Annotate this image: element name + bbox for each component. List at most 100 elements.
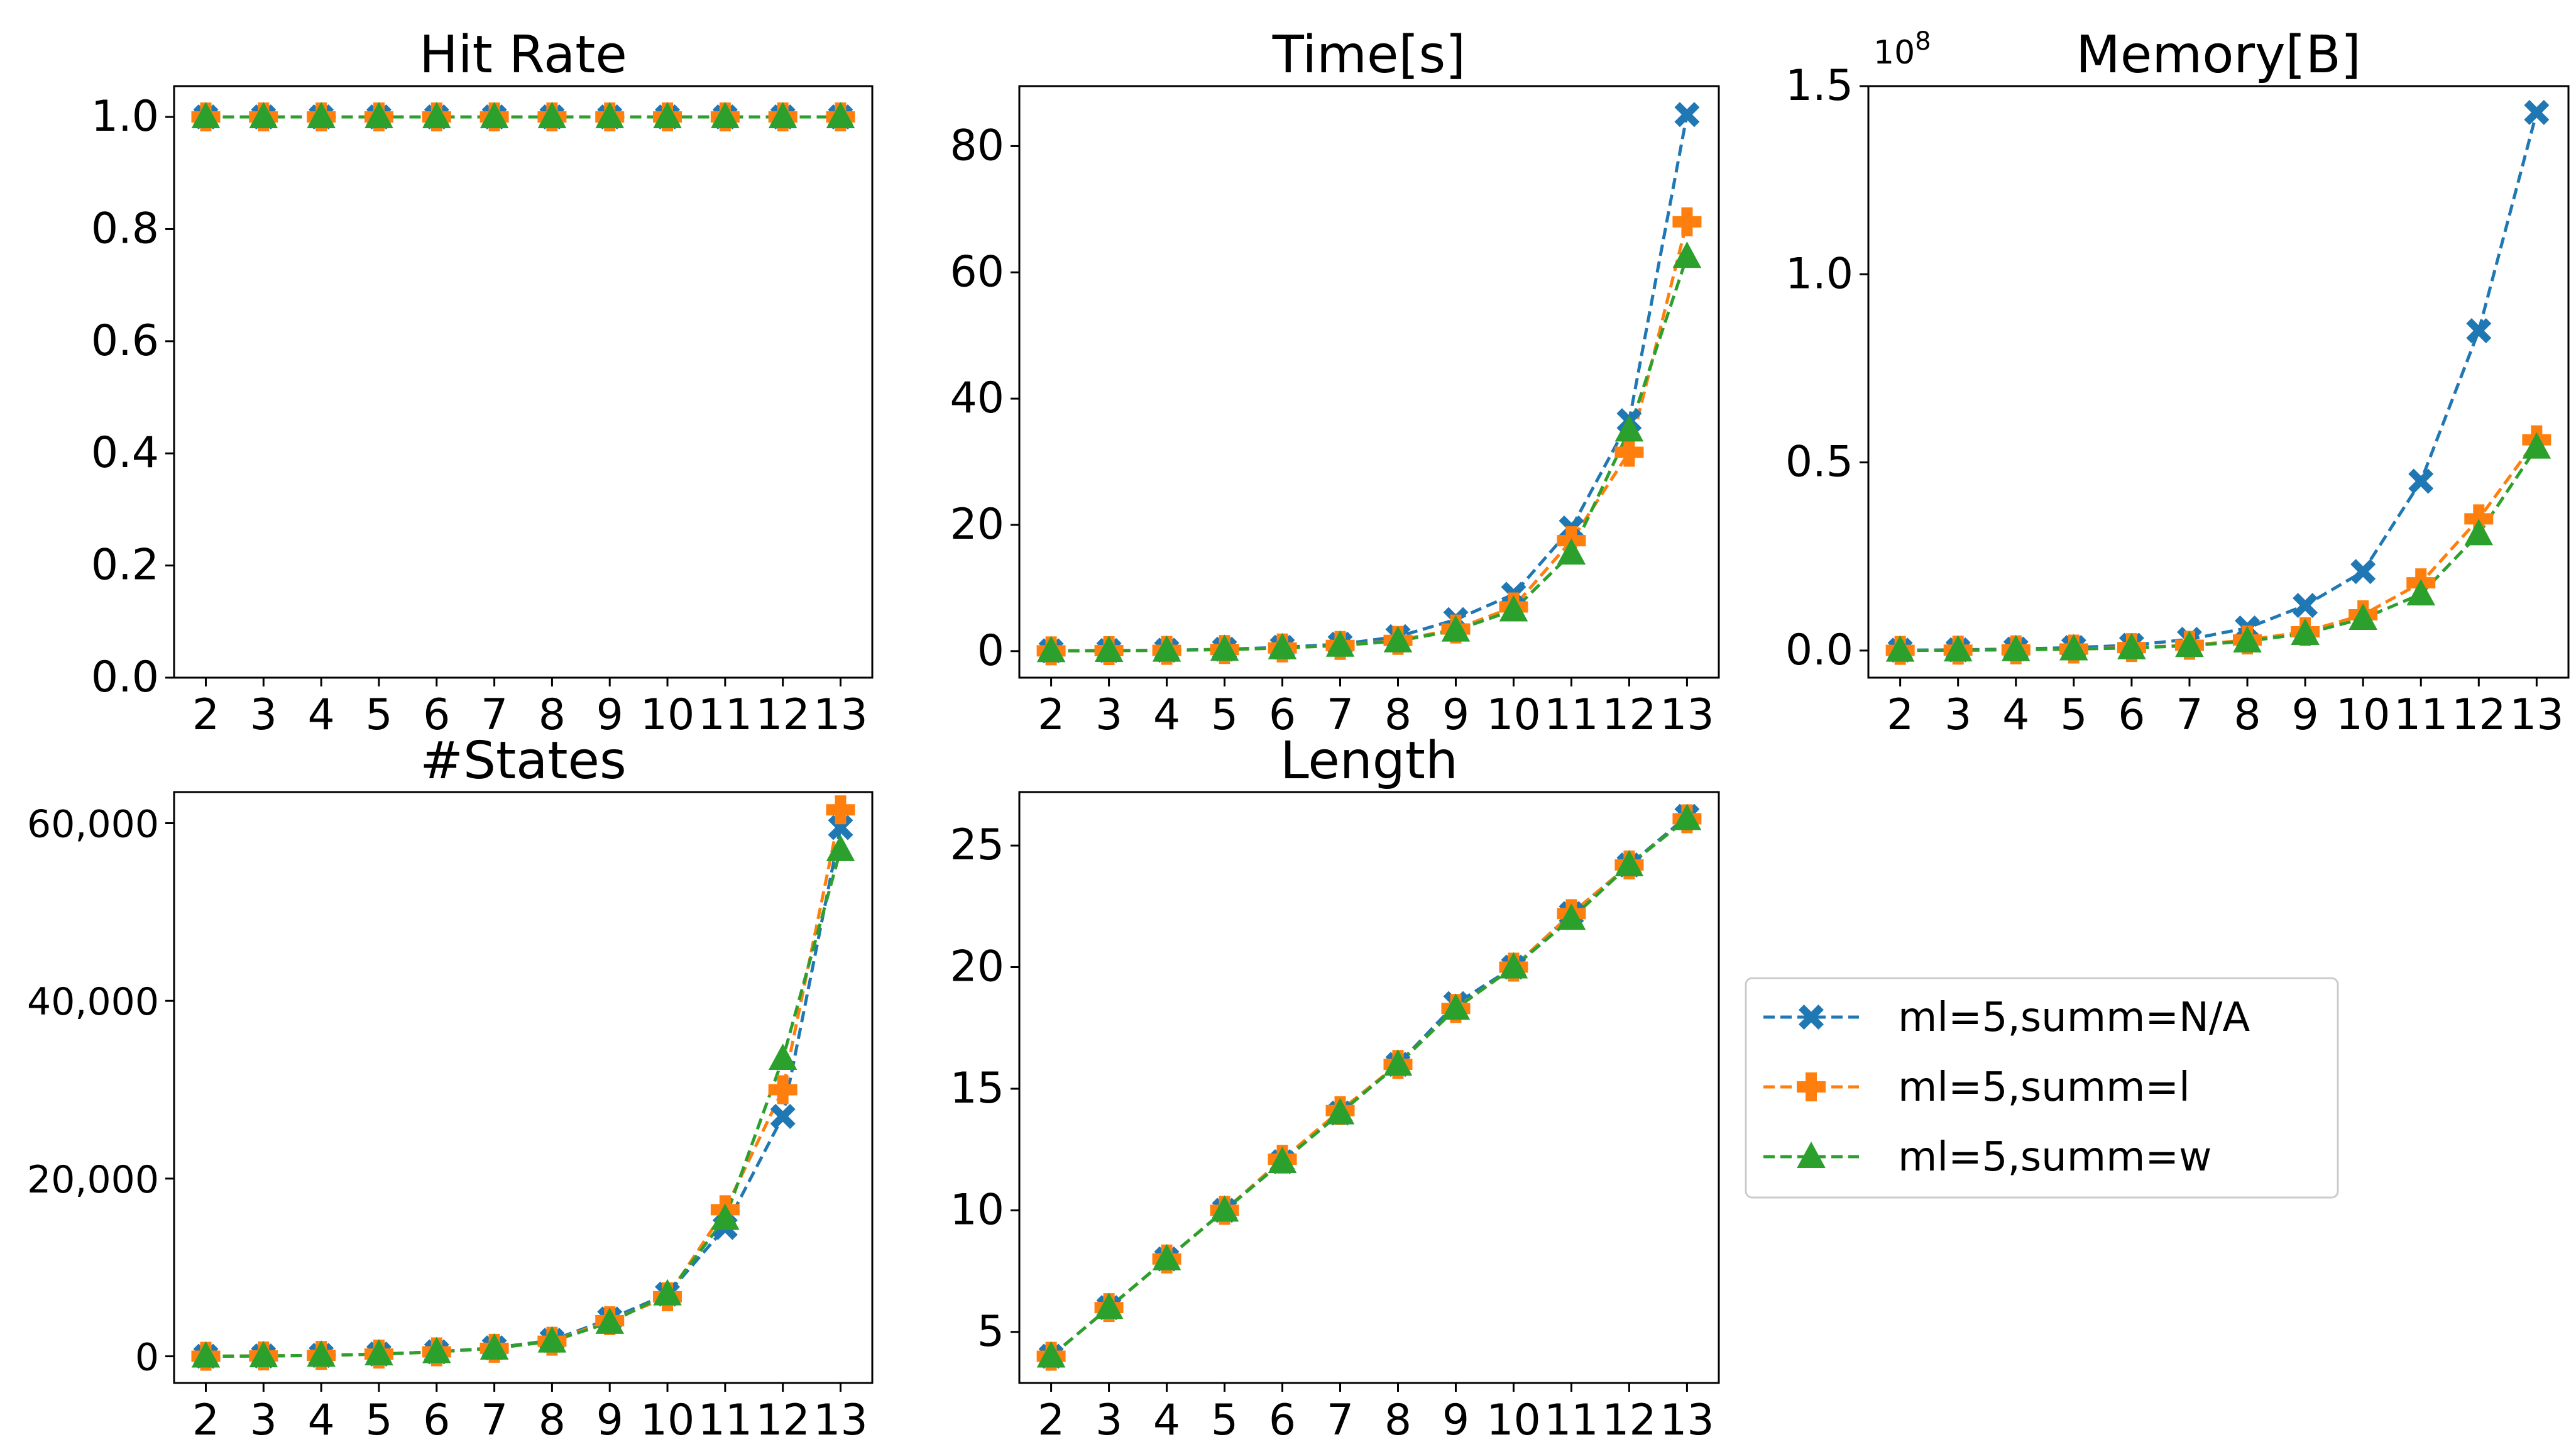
y-tick-label: 0.0 — [1785, 625, 1853, 675]
y-tick-label: 1.5 — [1785, 61, 1853, 111]
data-point — [2406, 579, 2436, 606]
legend-marker — [1797, 1142, 1826, 1168]
y-tick-label: 20 — [950, 942, 1004, 992]
x-tick-label: 10 — [2336, 690, 2391, 740]
x-tick-label: 11 — [1544, 1396, 1599, 1445]
x-tick-label: 9 — [1442, 690, 1469, 740]
x-tick-label: 3 — [250, 1396, 277, 1445]
y-tick-label: 1.0 — [1785, 249, 1853, 299]
y-tick-label: 15 — [950, 1064, 1004, 1113]
y-tick-label: 0.5 — [1785, 438, 1853, 487]
series-line-3 — [1050, 817, 1688, 1358]
panel-title: Memory[B] — [2076, 25, 2361, 85]
x-tick-label: 12 — [755, 690, 810, 740]
x-tick-label: 4 — [1153, 690, 1180, 740]
x-tick-label: 9 — [596, 690, 623, 740]
data-point — [2350, 559, 2376, 585]
x-tick-label: 11 — [1544, 690, 1599, 740]
x-tick-label: 11 — [698, 1396, 753, 1445]
legend-marker — [1797, 1072, 1826, 1101]
x-tick-label: 6 — [423, 1396, 450, 1445]
series-line-1 — [206, 827, 842, 1358]
data-point — [1383, 1049, 1413, 1076]
data-point — [1036, 1341, 1066, 1368]
x-tick-label: 13 — [813, 1396, 868, 1445]
data-point — [1210, 634, 1239, 661]
data-point — [1268, 1146, 1297, 1173]
data-point — [249, 102, 278, 129]
x-tick-label: 3 — [1095, 690, 1122, 740]
data-point — [1441, 615, 1471, 642]
x-tick-label: 12 — [755, 1396, 810, 1445]
series-line-2 — [1051, 221, 1689, 653]
data-point — [768, 102, 797, 129]
data-point — [1557, 538, 1586, 565]
data-point — [307, 1340, 336, 1367]
data-point — [2408, 468, 2434, 494]
data-point — [191, 1341, 221, 1368]
x-tick-label: 3 — [1944, 690, 1971, 740]
x-tick-label: 9 — [596, 1396, 623, 1445]
data-point — [2117, 632, 2146, 659]
series-line-2 — [1900, 439, 2538, 653]
x-tick-label: 13 — [1660, 1396, 1714, 1445]
x-tick-label: 8 — [2233, 690, 2261, 740]
data-point — [770, 1103, 796, 1129]
data-point — [1672, 241, 1702, 268]
plot-frame — [1018, 791, 1720, 1384]
y-tick-label: 1.0 — [91, 92, 159, 141]
x-tick-label: 5 — [2060, 690, 2087, 740]
legend-marker — [1799, 1005, 1824, 1030]
data-point — [480, 102, 509, 129]
axis-offset-exponent: 8 — [1915, 27, 1931, 56]
data-point — [1036, 636, 1066, 663]
legend-label: ml=5,summ=w — [1898, 1134, 2212, 1181]
data-point — [768, 1075, 797, 1104]
x-tick-label: 4 — [1153, 1396, 1180, 1445]
x-tick-label: 6 — [1269, 690, 1296, 740]
x-tick-label: 5 — [365, 690, 392, 740]
panel-4: #States 2 3 4 5 6 7 8 9 10 11 12 13 0 20,000 40,000 60,0… — [27, 731, 874, 1445]
y-tick-label: 0.4 — [91, 428, 159, 478]
data-point — [595, 1307, 625, 1334]
plot-frame — [173, 85, 874, 679]
x-tick-label: 2 — [192, 1396, 219, 1445]
data-point — [2059, 634, 2088, 661]
data-point — [422, 102, 451, 129]
panel-title: Hit Rate — [419, 25, 627, 85]
data-point — [653, 102, 682, 129]
x-tick-label: 13 — [2509, 690, 2564, 740]
x-tick-label: 7 — [1327, 1396, 1354, 1445]
x-tick-label: 7 — [1327, 690, 1354, 740]
y-tick-label: 0.2 — [91, 541, 159, 590]
panel-title: #States — [420, 731, 626, 791]
data-point — [595, 102, 625, 129]
x-tick-label: 2 — [1038, 1396, 1065, 1445]
data-point — [826, 795, 855, 825]
series-line-3 — [206, 849, 842, 1358]
data-point — [1152, 635, 1181, 662]
x-tick-label: 6 — [2118, 690, 2145, 740]
x-tick-label: 2 — [1038, 690, 1065, 740]
x-tick-label: 2 — [192, 690, 219, 740]
y-tick-label: 0.6 — [91, 316, 159, 366]
y-tick-label: 20 — [950, 500, 1004, 549]
data-point — [249, 1341, 278, 1368]
axis-offset-text: 108 — [1873, 27, 1931, 72]
data-point — [537, 1326, 567, 1353]
legend-entry: ml=5,summ=l — [1763, 1064, 2190, 1111]
x-tick-label: 12 — [2452, 690, 2506, 740]
x-tick-label: 5 — [365, 1396, 392, 1445]
x-tick-label: 10 — [640, 690, 695, 740]
data-point — [1325, 630, 1355, 657]
data-point — [364, 1339, 393, 1366]
y-tick-label: 60,000 — [27, 802, 159, 846]
y-tick-label: 0.0 — [91, 653, 159, 702]
x-tick-label: 4 — [308, 1396, 335, 1445]
data-point — [1094, 1292, 1124, 1319]
x-tick-label: 7 — [2176, 690, 2203, 740]
data-point — [2464, 519, 2494, 546]
y-tick-label: 0 — [977, 626, 1004, 676]
